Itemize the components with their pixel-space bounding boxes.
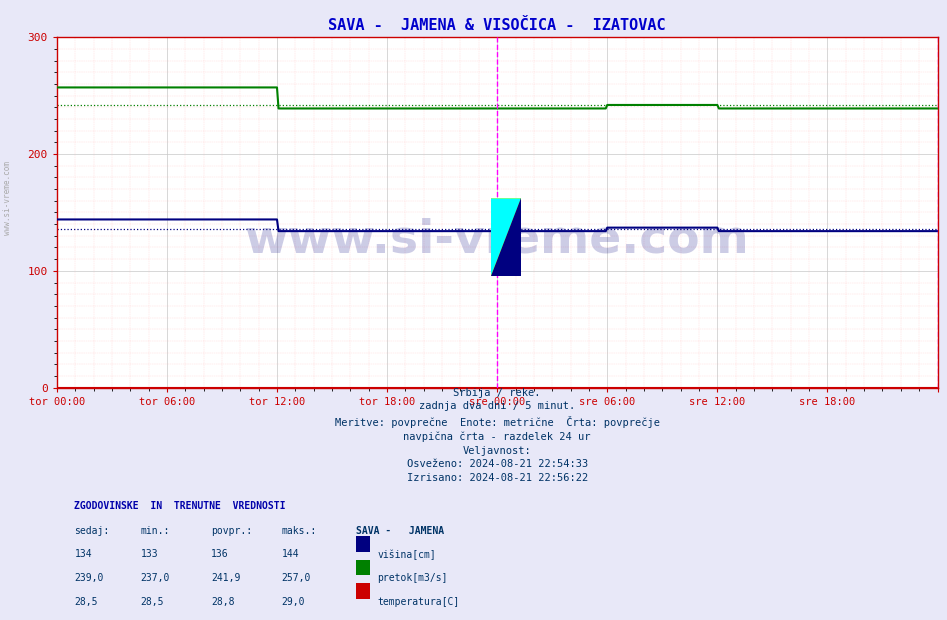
Text: www.si-vreme.com: www.si-vreme.com (3, 161, 12, 236)
Text: 133: 133 (140, 549, 158, 559)
Text: min.:: min.: (140, 526, 170, 536)
Text: SAVA -   JAMENA: SAVA - JAMENA (356, 526, 444, 536)
Text: povpr.:: povpr.: (211, 526, 252, 536)
Text: maks.:: maks.: (281, 526, 316, 536)
Text: 28,5: 28,5 (75, 597, 98, 607)
Text: ZGODOVINSKE  IN  TRENUTNE  VREDNOSTI: ZGODOVINSKE IN TRENUTNE VREDNOSTI (75, 501, 286, 511)
Polygon shape (491, 198, 521, 275)
Text: 239,0: 239,0 (75, 573, 104, 583)
Text: 28,8: 28,8 (211, 597, 235, 607)
Text: 29,0: 29,0 (281, 597, 305, 607)
Polygon shape (491, 198, 521, 275)
Text: sedaj:: sedaj: (75, 526, 110, 536)
Text: 144: 144 (281, 549, 299, 559)
Text: 28,5: 28,5 (140, 597, 164, 607)
Text: višina[cm]: višina[cm] (378, 549, 437, 560)
Bar (491, 198, 521, 275)
Bar (356, 536, 370, 552)
Text: www.si-vreme.com: www.si-vreme.com (245, 218, 749, 263)
Text: pretok[m3/s]: pretok[m3/s] (378, 573, 448, 583)
Text: 237,0: 237,0 (140, 573, 170, 583)
Text: 136: 136 (211, 549, 228, 559)
Bar (356, 583, 370, 599)
Text: temperatura[C]: temperatura[C] (378, 597, 459, 607)
Bar (356, 559, 370, 575)
Title: SAVA -  JAMENA & VISOČICA -  IZATOVAC: SAVA - JAMENA & VISOČICA - IZATOVAC (329, 18, 666, 33)
Text: Srbija / reke.
zadnja dva dni / 5 minut.
Meritve: povprečne  Enote: metrične  Čr: Srbija / reke. zadnja dva dni / 5 minut.… (334, 388, 660, 483)
Text: 257,0: 257,0 (281, 573, 311, 583)
Text: 241,9: 241,9 (211, 573, 241, 583)
Text: 134: 134 (75, 549, 92, 559)
